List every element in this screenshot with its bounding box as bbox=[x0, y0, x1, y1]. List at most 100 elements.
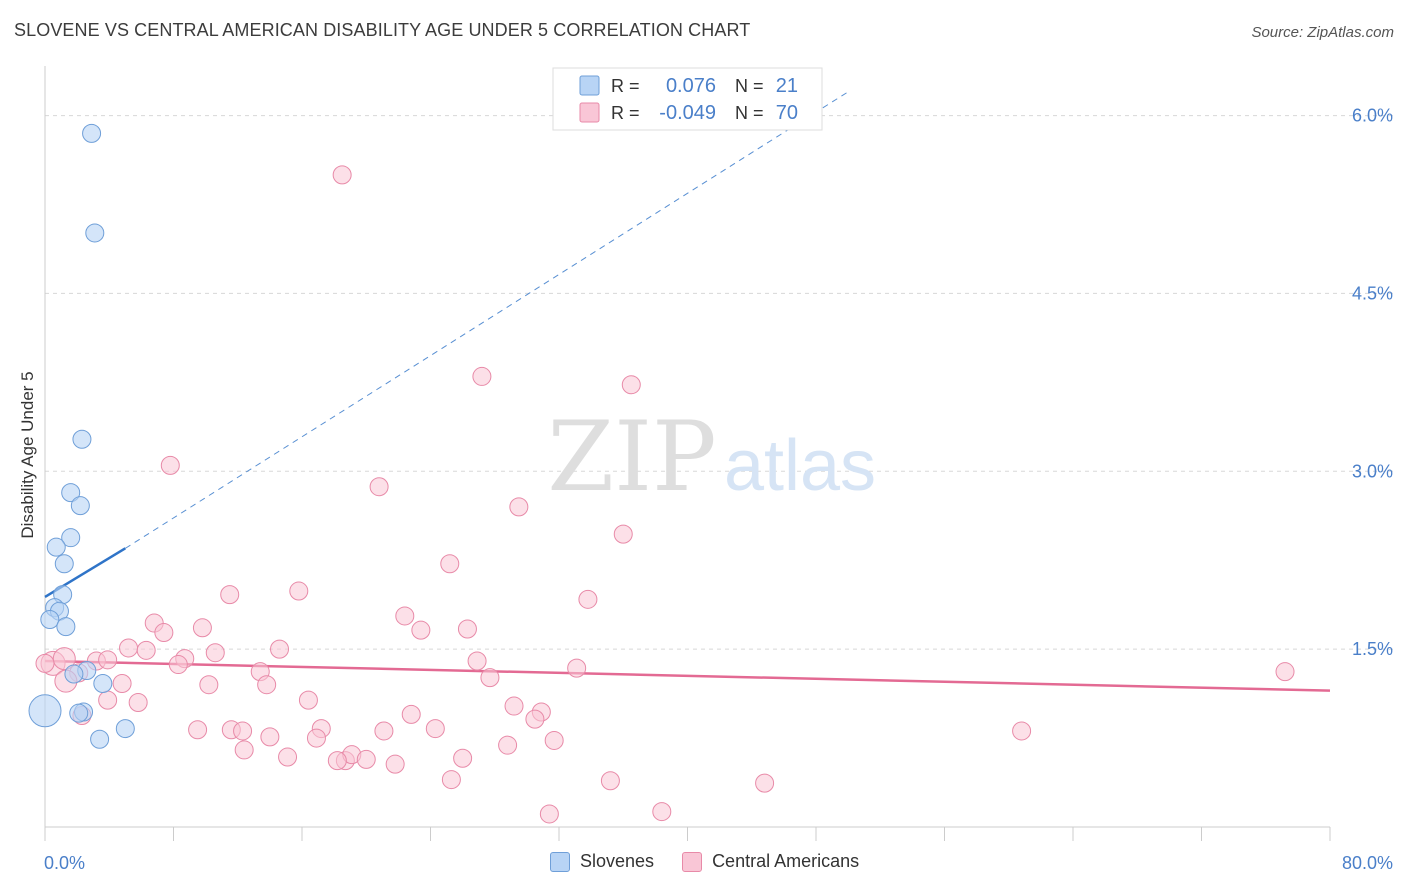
y-tick-label: 1.5% bbox=[1352, 639, 1393, 659]
slovene-point bbox=[28, 694, 62, 728]
central-american-point bbox=[1012, 721, 1032, 741]
central-american-point bbox=[154, 623, 174, 643]
legend-r-value: -0.049 bbox=[659, 102, 716, 124]
slovene-point bbox=[46, 537, 66, 557]
central-american-point bbox=[119, 638, 139, 658]
central-american-point bbox=[600, 771, 620, 791]
central-american-point bbox=[395, 606, 415, 626]
central-american-point bbox=[35, 653, 55, 673]
central-american-point bbox=[509, 497, 529, 517]
legend-top-swatch bbox=[579, 102, 600, 123]
y-tick-label: 3.0% bbox=[1352, 461, 1393, 481]
central-american-point bbox=[136, 640, 156, 660]
central-american-point bbox=[270, 639, 290, 659]
slovene-point bbox=[61, 483, 81, 503]
legend-r-label: R = bbox=[611, 103, 640, 123]
central-american-point bbox=[112, 674, 132, 694]
central-american-point bbox=[168, 655, 188, 675]
legend-n-label: N = bbox=[735, 103, 764, 123]
legend-item-slovenes[interactable]: Slovenes bbox=[550, 851, 654, 872]
slovene-point bbox=[64, 664, 84, 684]
central-american-point bbox=[480, 668, 500, 688]
legend-item-central-americans[interactable]: Central Americans bbox=[682, 851, 859, 872]
central-american-point bbox=[472, 366, 492, 386]
central-american-point bbox=[332, 165, 352, 185]
y-tick-label: 6.0% bbox=[1352, 106, 1393, 126]
pink-trend-line bbox=[44, 659, 1331, 692]
slovene-point bbox=[70, 496, 90, 516]
slovene-point bbox=[69, 703, 89, 723]
central-american-point bbox=[401, 704, 421, 724]
legend-swatch-pink bbox=[682, 851, 703, 872]
y-tick-label: 4.5% bbox=[1352, 283, 1393, 303]
legend-n-value: 70 bbox=[776, 102, 798, 124]
central-american-point bbox=[289, 581, 309, 601]
slovene-point bbox=[93, 674, 113, 694]
central-american-point bbox=[467, 651, 487, 671]
central-american-point bbox=[369, 477, 389, 497]
slovene-point bbox=[90, 729, 110, 749]
slovene-point bbox=[54, 554, 74, 574]
central-american-point bbox=[260, 727, 280, 747]
source-label: Source: ZipAtlas.com bbox=[1251, 24, 1394, 41]
central-american-point bbox=[544, 730, 564, 750]
watermark: ZIP atlas bbox=[547, 401, 876, 513]
central-american-point bbox=[128, 693, 148, 712]
gridlines bbox=[45, 115, 1395, 650]
central-american-point bbox=[98, 650, 118, 670]
legend-top-swatch bbox=[579, 75, 600, 96]
slovene-point bbox=[115, 719, 135, 739]
slovene-point bbox=[82, 123, 102, 143]
central-american-point bbox=[306, 728, 326, 748]
central-american-point bbox=[539, 804, 559, 824]
watermark-zip: ZIP bbox=[547, 401, 716, 513]
data-points bbox=[28, 123, 1295, 824]
central-american-point bbox=[440, 554, 460, 574]
central-american-point bbox=[498, 735, 518, 755]
legend-n-label: N = bbox=[735, 76, 764, 96]
legend-r-value: 0.076 bbox=[666, 75, 716, 97]
central-american-point bbox=[385, 754, 405, 774]
slovene-point bbox=[85, 223, 105, 243]
central-american-point bbox=[525, 709, 545, 729]
central-american-point bbox=[98, 690, 118, 710]
central-american-point bbox=[52, 647, 76, 671]
central-american-point bbox=[199, 675, 219, 695]
legend-top: R = 0.076 N = 21 R = -0.049 N = 70 bbox=[552, 67, 823, 131]
central-american-point bbox=[192, 618, 212, 638]
central-american-point bbox=[755, 773, 775, 793]
central-american-point bbox=[257, 675, 277, 695]
watermark-atlas: atlas bbox=[724, 426, 876, 506]
slovene-point bbox=[72, 429, 92, 449]
tick-labels: 1.5% 3.0% 4.5% 6.0% 0.0% 80.0% bbox=[44, 106, 1393, 873]
slovene-point bbox=[56, 617, 76, 637]
slovene-point bbox=[61, 528, 81, 548]
central-american-point bbox=[220, 585, 240, 605]
central-american-point bbox=[441, 770, 461, 790]
central-american-point bbox=[234, 740, 254, 760]
central-american-point bbox=[457, 619, 477, 639]
central-american-point bbox=[278, 747, 298, 767]
central-american-point bbox=[356, 749, 376, 769]
x-tick-label-min: 0.0% bbox=[44, 853, 85, 873]
central-american-point bbox=[504, 696, 524, 716]
central-american-point bbox=[652, 802, 672, 822]
central-american-point bbox=[374, 721, 394, 741]
central-american-point bbox=[567, 658, 587, 678]
central-american-point bbox=[1275, 662, 1295, 682]
central-american-point bbox=[327, 751, 347, 771]
central-american-point bbox=[425, 719, 445, 739]
central-american-point bbox=[188, 720, 208, 740]
central-american-point bbox=[205, 643, 225, 663]
central-american-point bbox=[160, 455, 180, 475]
legend-bottom: Slovenes Central Americans bbox=[550, 851, 887, 872]
legend-r-label: R = bbox=[611, 76, 640, 96]
legend-label-central-americans: Central Americans bbox=[712, 851, 860, 871]
legend-swatch-blue bbox=[550, 851, 570, 872]
central-american-point bbox=[621, 375, 641, 395]
legend-label-slovenes: Slovenes bbox=[580, 851, 655, 871]
legend-n-value: 21 bbox=[776, 75, 798, 97]
trend-lines bbox=[44, 91, 1331, 692]
x-tick-label-max: 80.0% bbox=[1342, 853, 1393, 873]
